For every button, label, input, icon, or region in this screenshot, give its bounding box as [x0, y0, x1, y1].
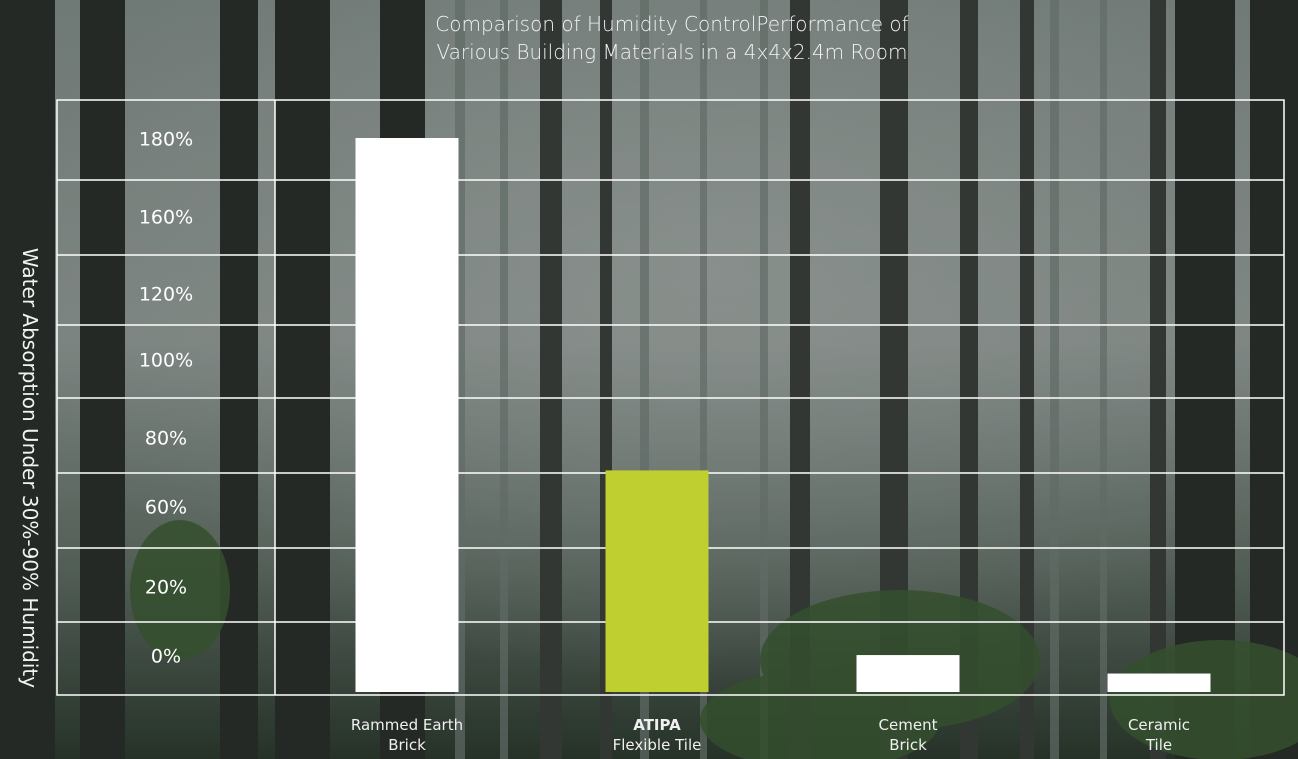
y-tick-label: 100% [139, 350, 193, 372]
bar [1107, 673, 1211, 692]
category-label: Cement Brick [828, 715, 988, 755]
bar [856, 655, 960, 692]
category-label-line-2: Flexible Tile [612, 736, 702, 754]
category-label: Ceramic Tile [1079, 715, 1239, 755]
category-label-line-1: ATIPA [633, 716, 681, 734]
y-tick-label: 20% [145, 577, 187, 599]
y-tick-labels: 180% 160% 120% 100% 80% 60% 20% 0% [139, 129, 193, 668]
category-label-line-1: Rammed Earth [350, 716, 464, 734]
chart-title: Comparison of Humidity ControlPerformanc… [0, 10, 1298, 66]
bar [355, 138, 459, 692]
chart-title-line-1: Comparison of Humidity ControlPerformanc… [435, 12, 909, 36]
category-label-line-2: Brick [388, 736, 426, 754]
category-label-line-1: Cement [878, 716, 938, 734]
y-tick-label: 60% [145, 497, 187, 519]
category-label: Rammed Earth Brick [327, 715, 487, 755]
bars [355, 138, 1211, 692]
y-tick-label: 0% [151, 646, 181, 668]
category-label-line-2: Brick [889, 736, 927, 754]
y-tick-label: 80% [145, 428, 187, 450]
bar [605, 470, 709, 692]
category-label: ATIPA Flexible Tile [577, 715, 737, 755]
y-tick-label: 180% [139, 129, 193, 151]
category-label-line-1: Ceramic [1127, 716, 1191, 734]
y-tick-label: 160% [139, 207, 193, 229]
category-label-line-2: Tile [1145, 736, 1173, 754]
y-tick-label: 120% [139, 284, 193, 306]
chart-title-line-2: Various Building Materials in a 4x4x2.4m… [436, 40, 908, 64]
